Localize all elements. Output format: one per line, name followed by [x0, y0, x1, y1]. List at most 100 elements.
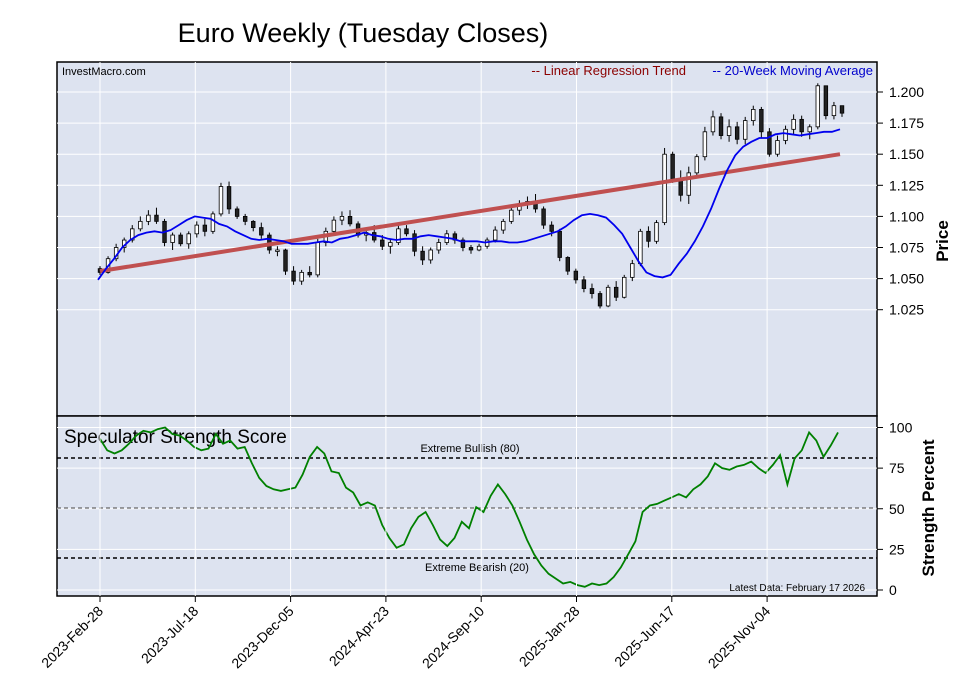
price-panel	[56, 61, 878, 417]
candle-up	[662, 153, 667, 224]
candle-up	[509, 209, 514, 222]
extreme-bearish-label: Extreme Bearish (20)	[425, 562, 529, 574]
candle-up	[299, 271, 304, 282]
price-axis-label: Price	[933, 220, 952, 262]
candle-down	[178, 234, 183, 245]
candle-down	[646, 230, 651, 242]
candle-up	[807, 126, 812, 133]
chart-title: Euro Weekly (Tuesday Closes)	[178, 18, 549, 48]
candle-up	[146, 214, 151, 222]
speculator-strength-line	[99, 426, 839, 588]
extreme-bullish-label: Extreme Bullish (80)	[420, 443, 519, 455]
candle-up	[726, 126, 732, 136]
price-tick-label: 1.100	[889, 208, 924, 224]
candle-down	[839, 105, 845, 114]
candle-up	[501, 220, 506, 231]
candle-down	[589, 288, 595, 294]
candle-down	[597, 293, 603, 307]
candle-down	[347, 215, 353, 225]
price-tick-label: 1.125	[889, 177, 924, 193]
price-tick-label: 1.200	[889, 84, 924, 100]
x-tick-label: 2023-Feb-28	[38, 603, 106, 671]
candle-up	[339, 215, 345, 221]
candle-up	[396, 228, 401, 243]
candle-up	[791, 118, 796, 130]
strength-tick-label: 25	[889, 541, 905, 557]
strength-tick-label: 75	[889, 460, 905, 476]
candle-down	[380, 239, 385, 247]
latest-data-footnote: Latest Data: February 17 2026	[729, 583, 865, 594]
strength-y-ticks: 100 75 50 25 0	[877, 420, 913, 598]
strength-tick-label: 100	[889, 420, 913, 436]
candle-down	[823, 85, 829, 117]
candle-up	[130, 228, 135, 241]
candle-up	[654, 222, 659, 242]
price-tick-label: 1.050	[889, 271, 924, 287]
candle-up	[218, 186, 224, 215]
candle-down	[404, 228, 409, 235]
source-label: InvestMacro.com	[62, 66, 146, 78]
reference-lines	[57, 457, 877, 559]
candle-down	[420, 250, 425, 261]
candle-down	[468, 247, 474, 251]
price-tick-label: 1.075	[889, 240, 924, 256]
candle-down	[234, 208, 240, 217]
candle-up	[710, 116, 716, 133]
moving-average-line	[97, 128, 841, 281]
legend-moving-average: -- 20-Week Moving Average	[712, 63, 873, 78]
candle-down	[307, 271, 312, 276]
candle-down	[767, 131, 772, 155]
candle-up	[694, 156, 700, 174]
candle-down	[202, 224, 208, 232]
x-tick-label: 2024-Apr-23	[326, 603, 392, 669]
candle-down	[573, 270, 579, 281]
x-tick-label: 2025-Nov-04	[705, 603, 774, 672]
strength-tick-label: 50	[889, 501, 905, 517]
candle-up	[275, 249, 280, 252]
candle-down	[670, 153, 675, 180]
price-gridlines	[57, 62, 877, 416]
candle-down	[291, 270, 296, 282]
strength-tick-label: 0	[889, 582, 897, 598]
candle-up	[638, 230, 643, 265]
candle-down	[251, 220, 256, 228]
candle-down	[412, 233, 417, 252]
x-tick-label: 2025-Jun-17	[611, 603, 678, 670]
candle-up	[775, 140, 780, 155]
candle-down	[718, 116, 724, 136]
legend-regression: -- Linear Regression Trend	[531, 63, 686, 78]
candle-up	[428, 249, 433, 261]
candle-up	[831, 105, 837, 117]
strength-gridlines	[57, 427, 877, 591]
regression-trend-line	[99, 152, 841, 274]
candle-down	[557, 230, 562, 258]
price-tick-label: 1.175	[889, 115, 924, 131]
candle-down	[541, 208, 546, 226]
price-y-ticks: 1.200 1.175 1.150 1.125 1.100 1.075 1.050 1.025	[877, 84, 924, 318]
candle-down	[259, 227, 264, 236]
price-tick-label: 1.150	[889, 146, 924, 162]
price-tick-label: 1.025	[889, 302, 924, 318]
candle-up	[186, 233, 191, 245]
candle-up	[194, 224, 199, 235]
candle-up	[138, 220, 143, 230]
candle-up	[492, 229, 498, 241]
candle-up	[622, 276, 627, 298]
candle-up	[331, 219, 337, 232]
candle-up	[743, 120, 748, 140]
strength-panel-title: Speculator Strength Score	[64, 427, 287, 448]
candle-down	[460, 239, 466, 248]
candle-down	[549, 224, 554, 232]
candle-up	[751, 109, 756, 122]
candle-up	[783, 128, 788, 141]
candle-up	[210, 213, 216, 232]
candle-up	[630, 263, 635, 278]
candle-up	[686, 172, 691, 196]
candle-up	[315, 242, 320, 276]
candle-down	[242, 215, 248, 222]
candle-down	[613, 286, 619, 298]
candle-up	[702, 131, 708, 158]
strength-axis-label: Strength Percent	[919, 439, 938, 576]
candle-down	[759, 109, 764, 133]
